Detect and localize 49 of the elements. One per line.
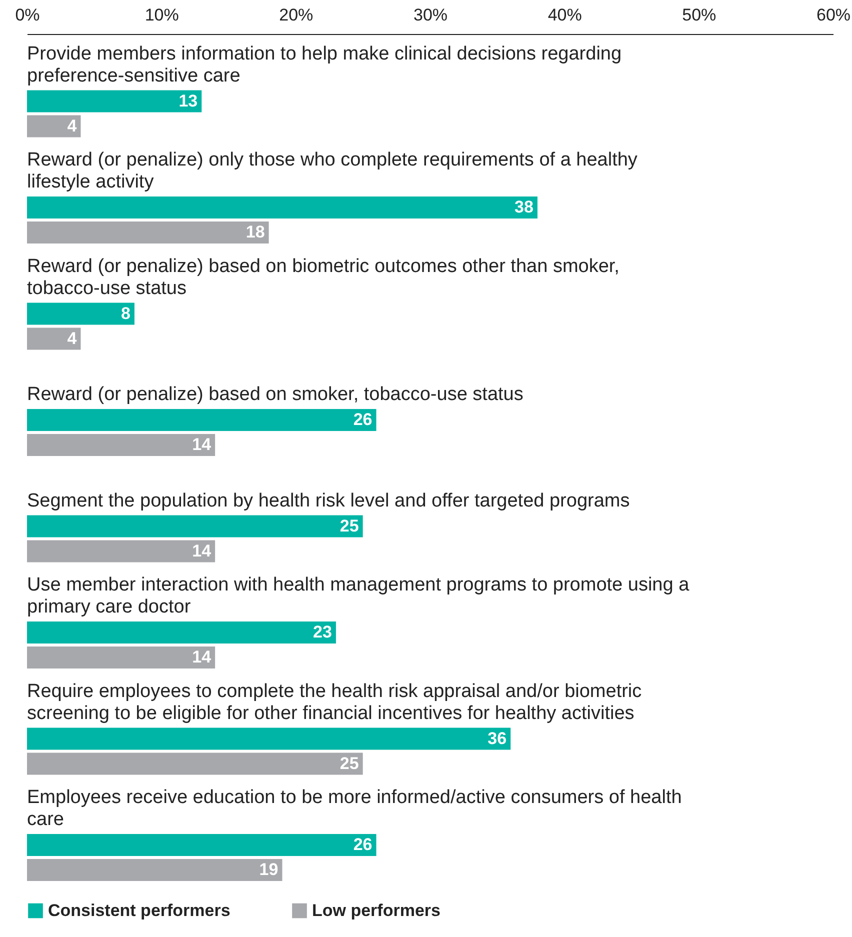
bar [27,115,81,138]
y-tick-label: Segment the population by health risk level and offer targeted programs [27,490,630,512]
data-label: 25 [340,516,359,536]
bar [27,752,363,775]
x-tick-label: 50% [682,6,716,24]
x-tick-label: 40% [548,6,582,24]
y-tick-label: Use member interaction with health management programs to promote using a primary care doctor [27,574,690,618]
x-tick-label: 10% [144,6,179,24]
bar [27,728,511,750]
y-tick-label: Employees receive education to be more informed/active consumers of health care [27,787,682,830]
bar [27,222,269,244]
bar [27,302,134,325]
y-tick-label: Reward (or penalize) based on biometric outcomes other than smoker, tobacco-use status [27,256,620,299]
bar [27,859,282,881]
bar [27,540,216,562]
data-label: 8 [121,304,130,323]
bar [27,515,363,538]
y-tick-label: Reward (or penalize) based on smoker, tobacco-use status [27,384,524,405]
bar [27,90,202,112]
data-label: 4 [67,328,78,348]
bar [27,622,336,644]
data-label: 14 [192,541,212,560]
data-label: 26 [353,410,372,429]
data-label: 26 [353,835,372,854]
y-tick-label: Require employees to complete the health risk appraisal and/or biometric screening to be eligible for other financial incentives for healthy activities [27,680,642,724]
data-label: 25 [340,754,359,773]
x-tick-label: 30% [413,6,448,24]
y-tick-label: Reward (or penalize) only those who complete requirements of a healthy lifestyle activity [27,150,638,192]
bar [27,196,538,218]
data-label: 36 [488,728,507,748]
data-label: 14 [192,435,212,454]
bar [27,834,376,856]
x-tick-label: 60% [816,6,851,24]
bar [27,328,81,350]
data-label: 38 [514,198,534,216]
legend-label: Low performers [312,900,440,920]
data-label: 19 [259,860,278,879]
bar [27,409,376,431]
x-tick-label: 20% [279,6,314,24]
data-label: 23 [313,622,332,642]
data-label: 14 [192,648,212,666]
data-label: 13 [178,91,198,110]
bar [27,646,216,668]
data-label: 4 [67,116,78,136]
legend-label: Consistent performers [48,900,230,920]
y-tick-label: Provide members information to help make clinical decisions regarding preference-sensitive care [27,43,622,86]
bar [27,434,216,456]
data-label: 18 [246,222,265,242]
x-tick-label: 0% [15,6,40,24]
